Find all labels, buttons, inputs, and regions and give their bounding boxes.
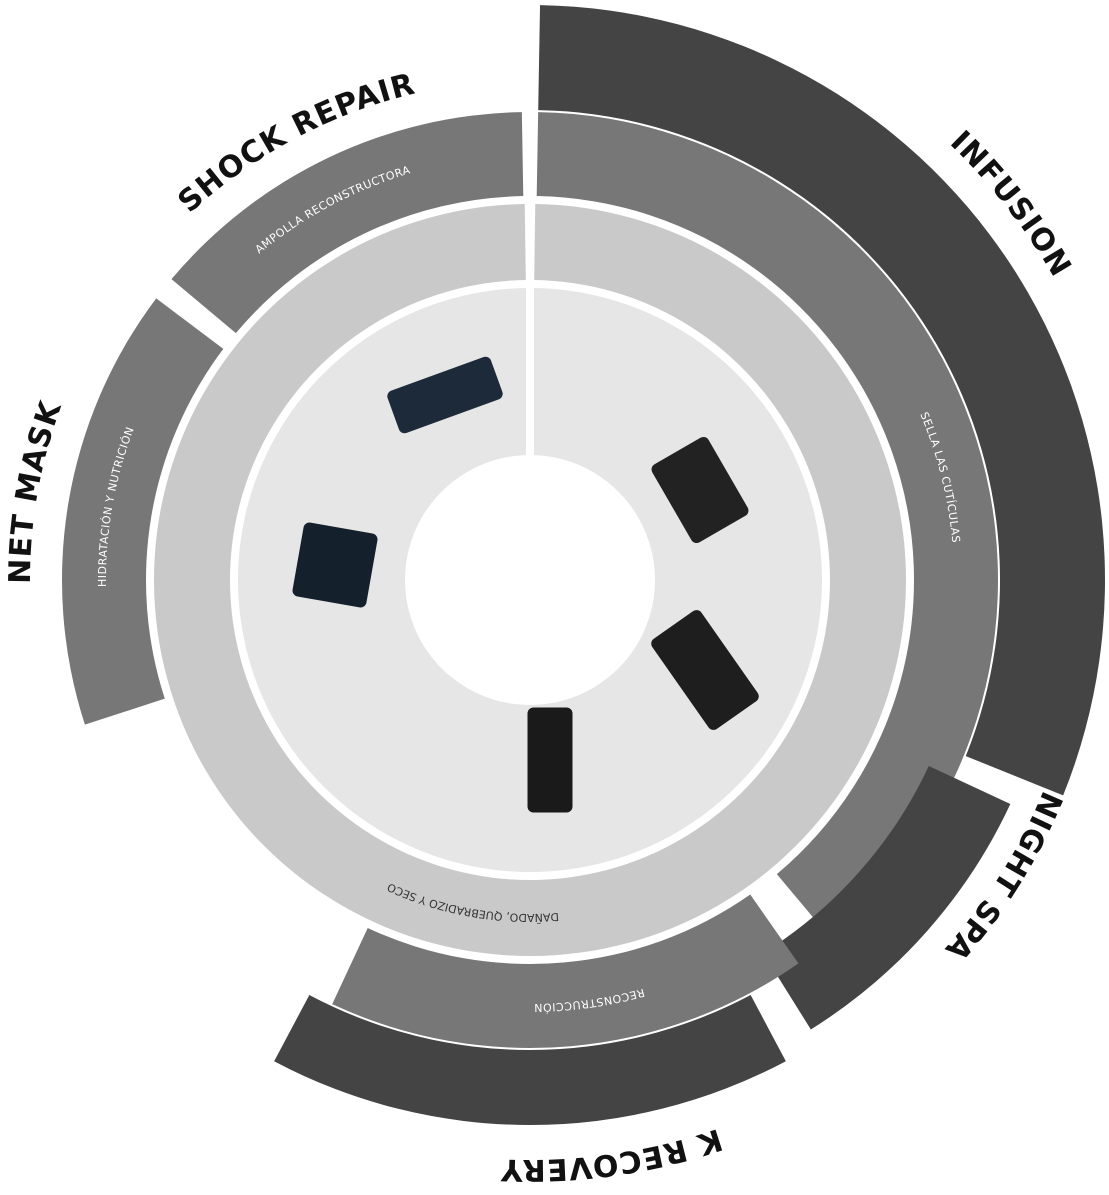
outer-segment: [763, 765, 1011, 1030]
segment-label-path: NET MASK: [3, 396, 68, 584]
inner-disk: [238, 288, 822, 872]
segment-label-path: K RECOVERY: [499, 1121, 725, 1187]
outer-segment: [538, 5, 1105, 796]
product-image: [292, 522, 378, 608]
segment-label: NET MASK: [3, 396, 69, 584]
product-image: [527, 707, 573, 813]
middle-segment: [332, 894, 799, 1048]
outer-segment: [274, 994, 786, 1125]
product-image: [387, 356, 503, 434]
segment-label: K RECOVERY: [499, 1121, 726, 1187]
middle-segment: [171, 112, 524, 334]
middle-segment: [536, 112, 999, 939]
middle-segment: [62, 298, 224, 725]
product-image: [651, 436, 749, 544]
product-image: [651, 610, 759, 730]
